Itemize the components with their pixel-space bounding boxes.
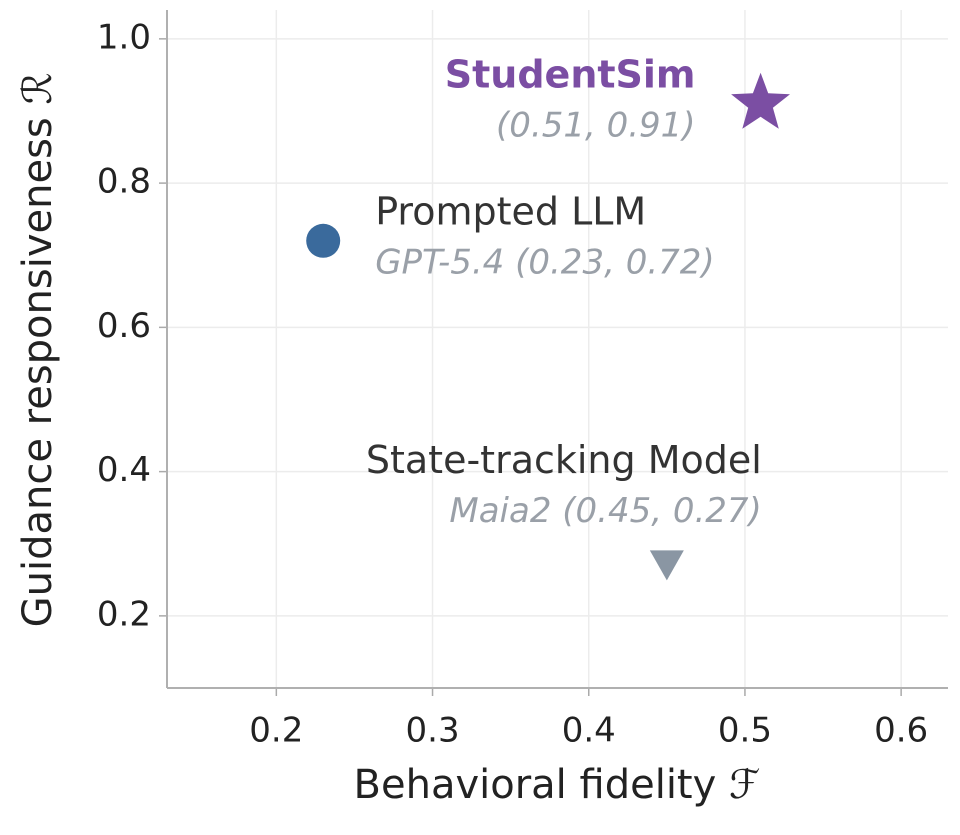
point-name: State-tracking Model	[366, 438, 762, 482]
y-tick-label: 1.0	[97, 17, 151, 57]
data-point	[306, 223, 341, 258]
x-tick-label: 0.2	[249, 711, 303, 751]
x-axis-label: Behavioral fidelity ℱ	[354, 762, 761, 808]
y-tick-label: 0.2	[97, 594, 151, 634]
x-tick-label: 0.3	[406, 711, 460, 751]
x-tick-label: 0.6	[874, 711, 928, 751]
point-value-label: GPT-5.4 (0.23, 0.72)	[375, 242, 714, 282]
y-axis-label: Guidance responsiveness ℛ	[15, 73, 61, 628]
x-tick-label: 0.4	[562, 711, 616, 751]
point-value-label: (0.51, 0.91)	[496, 105, 696, 145]
y-tick-label: 0.8	[97, 162, 151, 202]
point-value-label: Maia2 (0.45, 0.27)	[449, 491, 761, 531]
point-name: StudentSim	[445, 52, 696, 96]
y-tick-label: 0.6	[97, 306, 151, 346]
data-point	[649, 550, 684, 581]
y-tick-label: 0.4	[97, 450, 151, 490]
data-point	[731, 72, 790, 129]
x-tick-label: 0.5	[718, 711, 772, 751]
point-name: Prompted LLM	[375, 189, 646, 233]
